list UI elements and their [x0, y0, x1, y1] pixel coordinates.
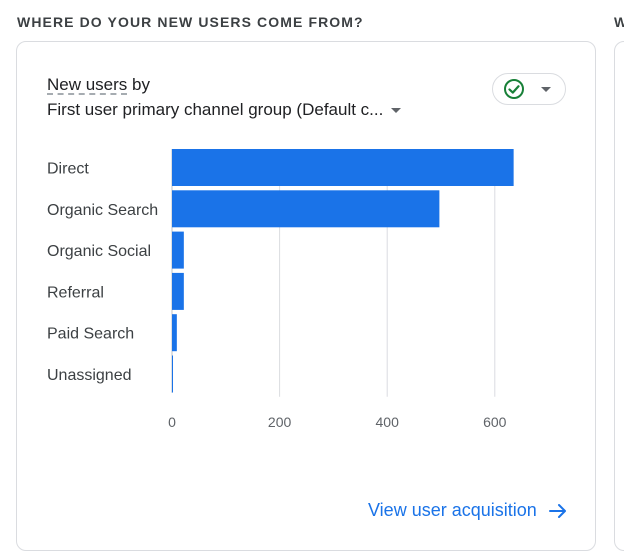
next-section-title: W	[614, 14, 624, 30]
status-dropdown[interactable]	[492, 73, 566, 105]
bar[interactable]	[172, 149, 514, 186]
category-label: Referral	[47, 284, 104, 301]
link-label: View user acquisition	[368, 500, 537, 520]
bar[interactable]	[172, 314, 177, 352]
category-label: Direct	[47, 161, 89, 178]
category-label: Paid Search	[47, 326, 134, 343]
category-label: Unassigned	[47, 367, 132, 384]
bar[interactable]	[172, 272, 184, 310]
bar[interactable]	[172, 355, 173, 393]
check-circle-icon	[504, 79, 524, 99]
bar[interactable]	[172, 190, 440, 228]
card-title: New users by	[47, 75, 150, 95]
section-title: WHERE DO YOUR NEW USERS COME FROM?	[17, 14, 364, 30]
x-tick-label: 200	[268, 414, 292, 430]
metric-suffix: by	[127, 75, 150, 94]
dimension-selector[interactable]: First user primary channel group (Defaul…	[47, 100, 402, 120]
x-tick-label: 0	[168, 414, 176, 430]
chevron-down-icon	[541, 86, 551, 92]
bar[interactable]	[172, 231, 184, 269]
view-user-acquisition-link[interactable]: View user acquisition	[368, 500, 567, 521]
arrow-right-icon	[548, 503, 566, 518]
category-label: Organic Social	[47, 243, 151, 260]
x-tick-label: 400	[376, 414, 400, 430]
channel-bar-chart: 0 200 400 600 Direct Organic Search Organic So…	[47, 149, 514, 430]
metric-selector[interactable]: New users	[47, 75, 128, 94]
new-users-card	[16, 41, 596, 551]
dimension-label: First user primary channel group (Defaul…	[47, 100, 384, 119]
dropdown-caret-icon	[391, 107, 402, 113]
x-tick-label: 600	[483, 414, 507, 430]
category-label: Organic Search	[47, 202, 158, 219]
